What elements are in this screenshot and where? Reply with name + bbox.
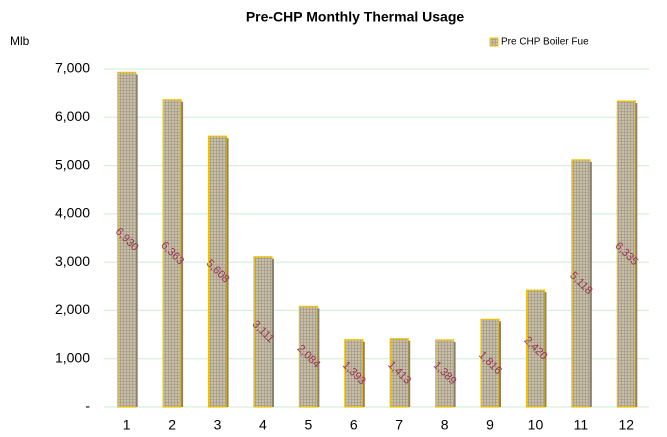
x-tick-label: 9 xyxy=(486,417,494,433)
y-tick-label: 6,000 xyxy=(55,108,90,124)
bar-side xyxy=(226,138,229,407)
y-tick-label: 1,000 xyxy=(55,349,90,365)
legend-swatch xyxy=(489,37,499,47)
x-tick-label: 4 xyxy=(259,417,267,433)
x-tick-label: 5 xyxy=(304,417,312,433)
bar-side xyxy=(635,103,638,408)
bar-side xyxy=(499,321,502,407)
x-tick-label: 3 xyxy=(214,417,222,433)
x-tick-label: 2 xyxy=(168,417,176,433)
y-tick-label: - xyxy=(85,398,90,414)
x-tick-label: 1 xyxy=(123,417,131,433)
x-tick-label: 7 xyxy=(395,417,403,433)
bar xyxy=(253,256,273,408)
x-tick-label: 11 xyxy=(574,417,589,433)
bar-side xyxy=(362,341,365,407)
bar-side xyxy=(589,161,592,407)
x-tick-label: 6 xyxy=(350,417,358,433)
bar-side xyxy=(135,74,138,407)
x-tick-label: 8 xyxy=(441,417,449,433)
bar-side xyxy=(408,340,411,407)
x-tick-label: 12 xyxy=(619,417,635,433)
bar-side xyxy=(181,101,184,408)
y-tick-label: 3,000 xyxy=(55,253,90,269)
y-tick-label: 2,000 xyxy=(55,301,90,317)
bar-side xyxy=(271,258,274,407)
y-axis-label: Mlb xyxy=(10,34,30,48)
y-tick-label: 4,000 xyxy=(55,205,90,221)
x-tick-label: 10 xyxy=(528,417,544,433)
chart-title: Pre-CHP Monthly Thermal Usage xyxy=(246,9,465,25)
bar-side xyxy=(453,341,456,407)
y-tick-label: 7,000 xyxy=(55,60,90,76)
legend-label: Pre CHP Boiler Fue xyxy=(501,37,589,48)
y-tick-label: 5,000 xyxy=(55,156,90,172)
bar-side xyxy=(317,308,320,407)
bar-side xyxy=(544,292,547,407)
